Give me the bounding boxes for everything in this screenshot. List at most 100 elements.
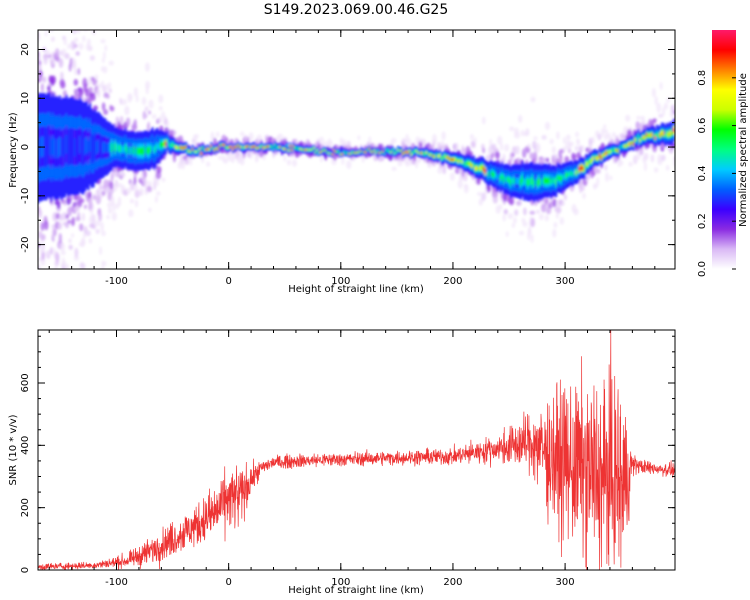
spectrogram-cell	[422, 151, 425, 154]
spectrogram-cell	[412, 151, 415, 154]
spectrogram-blob	[128, 209, 134, 218]
spectrogram-cell	[371, 151, 374, 154]
spectrogram-cell	[327, 152, 331, 154]
spectrogram-cell	[513, 177, 516, 184]
spectrogram-blob	[59, 213, 63, 222]
spectrogram-blob	[124, 105, 130, 116]
spectrogram-blob	[154, 178, 160, 187]
spectrogram-blob	[463, 171, 468, 182]
spectrogram-blob	[641, 119, 647, 124]
spectrogram-cell	[571, 172, 574, 177]
spectrogram-cell	[183, 146, 186, 149]
spectrogram-blob	[148, 207, 152, 213]
spectrogram-blob	[104, 187, 110, 193]
spectrogram-blob	[657, 158, 663, 165]
spectrogram-cell	[116, 143, 119, 151]
spectrogram-cell	[233, 146, 236, 148]
spectrogram-cell	[280, 147, 283, 149]
spectrogram-cell	[469, 162, 472, 166]
spectrogram-blob	[74, 37, 79, 43]
spectrogram-blob	[81, 268, 84, 269]
colorbar-gradient	[712, 30, 736, 269]
spectrogram-blob	[95, 20, 100, 29]
spectrogram-blob	[147, 180, 153, 186]
spectrogram-cell	[439, 154, 442, 157]
spectrogram-blob	[625, 114, 631, 122]
spectrogram-blob	[101, 102, 106, 111]
spectrogram-blob	[100, 39, 106, 44]
spectrogram-blob	[148, 99, 154, 109]
spectrogram-blob	[76, 30, 81, 34]
spectrogram-y-axis: -20 -10 0 10 20	[20, 43, 675, 270]
spectrogram-cell	[531, 177, 534, 185]
spectrogram-cell	[95, 141, 98, 155]
spectrogram-cell	[58, 136, 61, 156]
spectrogram-blob	[50, 75, 56, 85]
spectrogram-blob	[46, 0, 51, 9]
spectrogram-blob	[248, 151, 254, 156]
spectrogram-cell	[344, 152, 347, 154]
spectrogram-blob	[65, 8, 68, 14]
spectrogram-blob	[48, 277, 52, 284]
spectrogram-blob	[147, 121, 151, 130]
spectrogram-cell	[311, 149, 314, 151]
spectrogram-blob	[72, 30, 77, 35]
spectrogram-cell	[570, 170, 573, 176]
spectrogram-cell	[575, 170, 578, 175]
spectrogram-blob	[59, 79, 65, 87]
spectrogram-blob	[73, 88, 78, 95]
spectrogram-cell	[669, 130, 672, 136]
colorbar-tick-label: 0.0	[697, 261, 708, 277]
spectrogram-blob	[530, 96, 536, 103]
spectrogram-cell	[227, 147, 230, 149]
spectrogram-blob	[63, 199, 67, 206]
spectrogram-blob	[609, 175, 613, 181]
spectrogram-blob	[73, 43, 78, 48]
spectrogram-cell	[188, 150, 191, 153]
spectrogram-cell	[53, 138, 56, 159]
spectrogram-blob	[109, 181, 114, 190]
spectrogram-cell	[509, 179, 512, 186]
spectrogram-cell	[625, 144, 628, 148]
spectrogram-cell	[514, 177, 517, 184]
spectrogram-cell	[373, 149, 376, 151]
spectrogram-cell	[312, 147, 315, 149]
spectrogram-cell	[544, 177, 548, 184]
spectrogram-blob	[215, 131, 220, 138]
spectrogram-blob	[515, 145, 520, 155]
spectrogram-blob	[41, 23, 46, 28]
spectrogram-cell	[524, 177, 527, 185]
spectrogram-blob	[552, 228, 557, 238]
spectrogram-cell	[255, 147, 258, 150]
spectrogram-cell	[45, 127, 48, 168]
spectrogram-blob	[85, 230, 91, 237]
spectrogram-blob	[73, 79, 79, 86]
spectrogram-cell	[618, 146, 622, 149]
spectrogram-cell	[174, 145, 177, 149]
spectrogram-cell	[77, 129, 80, 165]
spectrogram-cell	[245, 145, 248, 148]
spectrogram-blob	[112, 202, 116, 212]
spectrogram-cell	[541, 178, 544, 185]
spectrogram-x-tick-label: 0	[225, 276, 231, 287]
spectrogram-blob	[481, 116, 486, 125]
spectrogram-blob	[591, 136, 595, 144]
spectrogram-cell	[112, 142, 115, 151]
spectrogram-cell	[215, 147, 218, 150]
spectrogram-cell	[68, 128, 72, 165]
spectrogram-cell	[163, 141, 166, 146]
spectrogram-blob	[102, 66, 108, 74]
spectrogram-cell	[386, 149, 389, 151]
spectrogram-cell	[151, 142, 154, 151]
spectrogram-cell	[479, 166, 482, 171]
spectrogram-cell	[195, 150, 198, 153]
spectrogram-cell	[306, 148, 309, 151]
spectrogram-cell	[370, 150, 373, 152]
spectrogram-y-tick-label: -10	[20, 188, 31, 204]
spectrogram-cell	[104, 141, 107, 153]
colorbar-tick-label: 0.8	[697, 70, 708, 86]
spectrogram-blob	[63, 38, 67, 46]
spectrogram-blob	[319, 155, 323, 163]
spectrogram-cell	[309, 149, 312, 151]
spectrogram-blob	[91, 214, 96, 221]
